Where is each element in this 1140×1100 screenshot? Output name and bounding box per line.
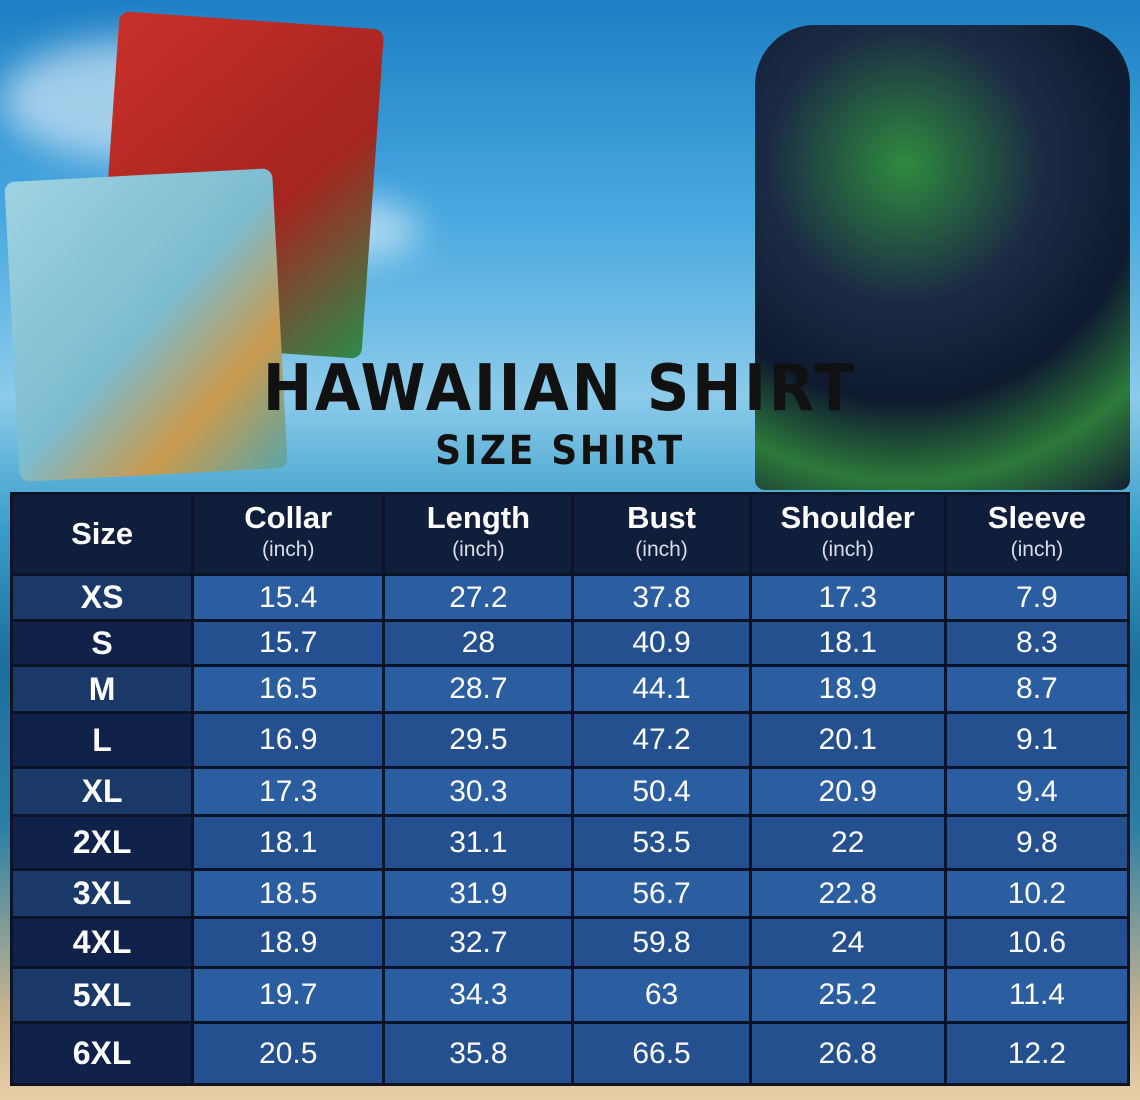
- model-flamingo-shirt-image: [755, 25, 1130, 490]
- measurement-cell: 31.1: [385, 817, 572, 868]
- measurement-cell: 10.6: [946, 919, 1127, 966]
- size-cell: L: [13, 714, 192, 766]
- table-row: 3XL 18.5 31.9 56.7 22.8 10.2: [13, 871, 1127, 916]
- column-header-label: Size: [71, 516, 134, 551]
- size-cell: 5XL: [13, 969, 192, 1021]
- page-title: HAWAIIAN SHIRT: [262, 352, 858, 426]
- measurement-cell: 40.9: [574, 622, 749, 664]
- column-header: Collar (inch): [194, 495, 383, 573]
- measurement-cell: 20.1: [751, 714, 944, 766]
- size-cell: M: [13, 667, 192, 711]
- column-header-unit: (inch): [821, 538, 874, 561]
- measurement-cell: 22.8: [751, 871, 944, 916]
- measurement-cell: 18.1: [194, 817, 383, 868]
- measurement-cell: 29.5: [385, 714, 572, 766]
- measurement-cell: 18.9: [194, 919, 383, 966]
- column-header: Shoulder (inch): [751, 495, 944, 573]
- measurement-cell: 8.7: [946, 667, 1127, 711]
- size-chart-table: Size Collar (inch) Length (inch) Bust (inch) Sh…: [10, 492, 1130, 1086]
- measurement-cell: 15.7: [194, 622, 383, 664]
- column-header-unit: (inch): [1010, 538, 1064, 561]
- measurement-cell: 20.5: [194, 1024, 383, 1083]
- measurement-cell: 9.4: [946, 769, 1127, 814]
- column-header: Size: [13, 495, 192, 573]
- column-header: Sleeve (inch): [946, 495, 1127, 573]
- measurement-cell: 25.2: [751, 969, 944, 1021]
- table-row: M 16.5 28.7 44.1 18.9 8.7: [13, 667, 1127, 711]
- measurement-cell: 18.1: [751, 622, 944, 664]
- measurement-cell: 11.4: [946, 969, 1127, 1021]
- table-row: XL 17.3 30.3 50.4 20.9 9.4: [13, 769, 1127, 814]
- size-cell: 3XL: [13, 871, 192, 916]
- measurement-cell: 53.5: [574, 817, 749, 868]
- table-row: 5XL 19.7 34.3 63 25.2 11.4: [13, 969, 1127, 1021]
- measurement-cell: 16.9: [194, 714, 383, 766]
- measurement-cell: 24: [751, 919, 944, 966]
- table-row: 2XL 18.1 31.1 53.5 22 9.8: [13, 817, 1127, 868]
- measurement-cell: 30.3: [385, 769, 572, 814]
- measurement-cell: 8.3: [946, 622, 1127, 664]
- measurement-cell: 28.7: [385, 667, 572, 711]
- measurement-cell: 59.8: [574, 919, 749, 966]
- measurement-cell: 27.2: [385, 576, 572, 619]
- measurement-cell: 26.8: [751, 1024, 944, 1083]
- page-subtitle: SIZE SHIRT: [435, 428, 685, 474]
- measurement-cell: 20.9: [751, 769, 944, 814]
- column-header-label: Length: [426, 500, 531, 535]
- measurement-cell: 16.5: [194, 667, 383, 711]
- column-header-label: Shoulder: [780, 500, 915, 535]
- measurement-cell: 47.2: [574, 714, 749, 766]
- measurement-cell: 63: [574, 969, 749, 1021]
- measurement-cell: 34.3: [385, 969, 572, 1021]
- size-cell: 6XL: [13, 1024, 192, 1083]
- table-row: S 15.7 28 40.9 18.1 8.3: [13, 622, 1127, 664]
- measurement-cell: 12.2: [946, 1024, 1127, 1083]
- size-cell: XL: [13, 769, 192, 814]
- column-header-label: Sleeve: [987, 500, 1087, 535]
- measurement-cell: 9.8: [946, 817, 1127, 868]
- size-cell: S: [13, 622, 192, 664]
- measurement-cell: 9.1: [946, 714, 1127, 766]
- size-cell: 2XL: [13, 817, 192, 868]
- table-header-row: Size Collar (inch) Length (inch) Bust (inch) Sh…: [13, 495, 1127, 573]
- size-cell: 4XL: [13, 919, 192, 966]
- measurement-cell: 22: [751, 817, 944, 868]
- measurement-cell: 50.4: [574, 769, 749, 814]
- table-row: 6XL 20.5 35.8 66.5 26.8 12.2: [13, 1024, 1127, 1083]
- measurement-cell: 18.9: [751, 667, 944, 711]
- column-header-unit: (inch): [261, 538, 315, 561]
- column-header-label: Bust: [627, 500, 696, 535]
- measurement-cell: 66.5: [574, 1024, 749, 1083]
- measurement-cell: 17.3: [194, 769, 383, 814]
- table-row: 4XL 18.9 32.7 59.8 24 10.6: [13, 919, 1127, 966]
- column-header: Bust (inch): [574, 495, 749, 573]
- column-header-unit: (inch): [452, 538, 505, 561]
- measurement-cell: 44.1: [574, 667, 749, 711]
- measurement-cell: 19.7: [194, 969, 383, 1021]
- measurement-cell: 56.7: [574, 871, 749, 916]
- measurement-cell: 7.9: [946, 576, 1127, 619]
- measurement-cell: 31.9: [385, 871, 572, 916]
- measurement-cell: 18.5: [194, 871, 383, 916]
- measurement-cell: 15.4: [194, 576, 383, 619]
- measurement-cell: 28: [385, 622, 572, 664]
- column-header-unit: (inch): [635, 538, 688, 561]
- size-cell: XS: [13, 576, 192, 619]
- measurement-cell: 32.7: [385, 919, 572, 966]
- measurement-cell: 17.3: [751, 576, 944, 619]
- table-row: L 16.9 29.5 47.2 20.1 9.1: [13, 714, 1127, 766]
- column-header-label: Collar: [244, 500, 333, 535]
- measurement-cell: 37.8: [574, 576, 749, 619]
- measurement-cell: 10.2: [946, 871, 1127, 916]
- column-header: Length (inch): [385, 495, 572, 573]
- measurement-cell: 35.8: [385, 1024, 572, 1083]
- table-row: XS 15.4 27.2 37.8 17.3 7.9: [13, 576, 1127, 619]
